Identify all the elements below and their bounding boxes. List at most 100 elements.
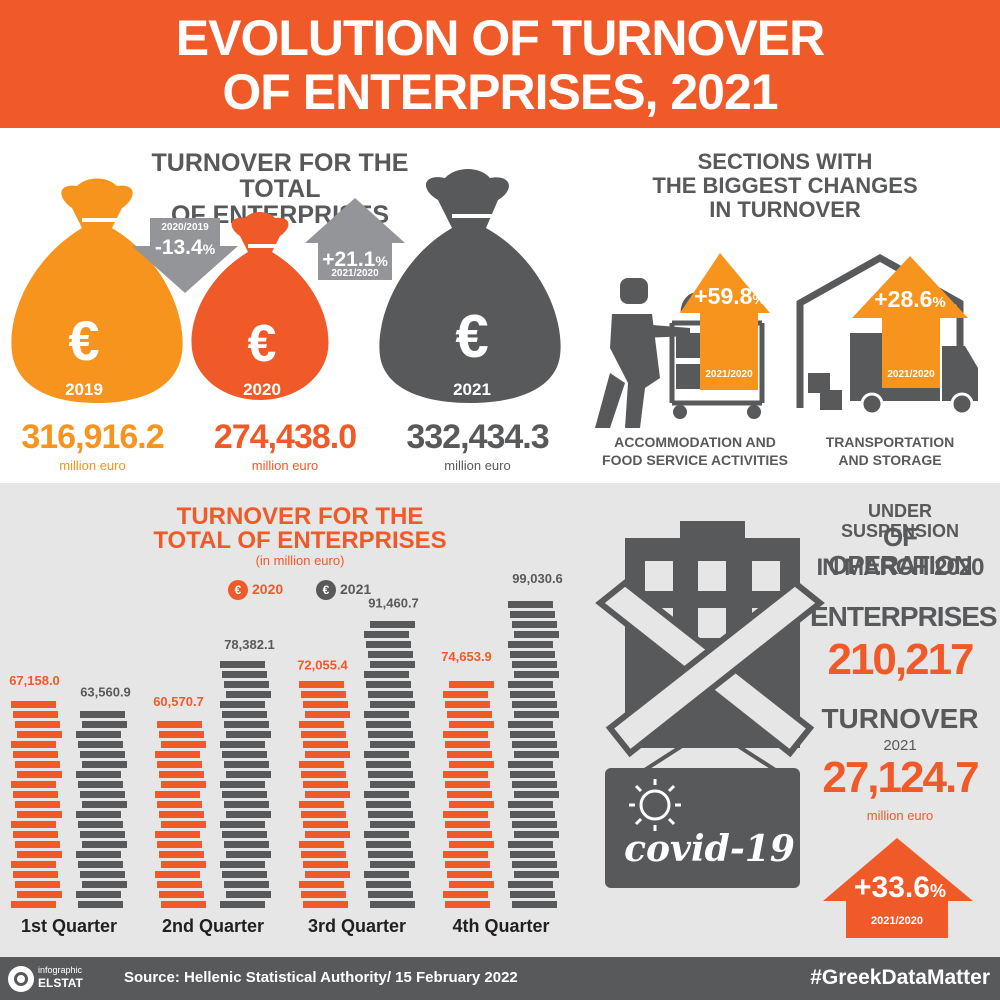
up-arrow-icon (823, 838, 973, 938)
bar-stripe (155, 791, 200, 798)
bar-stripe (80, 751, 125, 758)
bar-stripe (76, 891, 121, 898)
bar-stripe (368, 851, 413, 858)
bar-stripe (508, 841, 553, 848)
category-label-q3: 3rd Quarter (308, 916, 406, 936)
value-2019: 316,916.2 (21, 418, 164, 456)
page-title-line2: OF ENTERPRISES, 2021 (222, 64, 778, 120)
bar-stripe (76, 731, 121, 738)
bar-stripe (299, 801, 344, 808)
bar-stripe (449, 801, 494, 808)
wheel-icon (747, 405, 761, 419)
bar-stripe (514, 831, 559, 838)
bar-stripe (15, 801, 60, 808)
up-arrow-icon (305, 198, 405, 280)
unit-2021: million euro (444, 458, 511, 473)
bar-stripe (443, 731, 488, 738)
bar-stripe (368, 811, 413, 818)
bar-stripe (82, 761, 127, 768)
bar-stripe (303, 861, 348, 868)
bar-stripe (13, 711, 58, 718)
bar-stripe (445, 901, 490, 908)
bar-stripe (443, 691, 488, 698)
bar-stripe (364, 631, 409, 638)
covid-change-period: 2021/2020 (871, 915, 923, 927)
bar-stripe (508, 601, 553, 608)
bar-stripe (364, 791, 409, 798)
bar-stripe (510, 691, 555, 698)
bar-stripe (510, 611, 555, 618)
logo-text-elstat: ELSTAT (38, 976, 83, 990)
bar-stripe (13, 831, 58, 838)
chart-legend: € 2020 € 2021 (228, 579, 408, 601)
bar-stripe (220, 821, 265, 828)
data-label-2021-q2: 78,382.1 (224, 637, 275, 652)
bar-stripe (161, 901, 206, 908)
bar-stripe (78, 861, 123, 868)
box-icon (808, 373, 830, 393)
bar-stripe (220, 901, 265, 908)
bar-stripe (368, 651, 413, 658)
bag-year-2021: 2021 (453, 380, 491, 399)
bar-stripe (299, 841, 344, 848)
bar-stripe (301, 731, 346, 738)
bar-stripe (11, 901, 56, 908)
bar-stripe (305, 791, 350, 798)
bar-stripe (512, 781, 557, 788)
bar-stripe (445, 861, 490, 868)
trolley-drawer (676, 333, 702, 358)
bar-stripe (82, 721, 127, 728)
bar-stripe (82, 841, 127, 848)
bar-stripe (76, 811, 121, 818)
bar-stripe (508, 761, 553, 768)
sections-graphic (595, 253, 978, 428)
bar-stripe (157, 801, 202, 808)
bar-stripe (514, 671, 559, 678)
change2-period: 2021/2020 (331, 268, 379, 279)
footer: infographic ELSTAT Source: Hellenic Stat… (0, 957, 1000, 1000)
bar-stripe (15, 721, 60, 728)
euro-icon: € (228, 580, 248, 600)
cross-planks-icon (595, 579, 825, 758)
turnover-label: TURNOVER (821, 703, 979, 734)
data-label-2020-q3: 72,055.4 (297, 657, 348, 672)
bar-stripe (224, 881, 269, 888)
bar-stripe (368, 731, 413, 738)
bar-stripe (226, 771, 271, 778)
bar-stripe (443, 771, 488, 778)
data-label-2020-q4: 74,653.9 (441, 649, 492, 664)
bar-stripe (443, 851, 488, 858)
bar-stripe (303, 741, 348, 748)
bar-stripe (80, 711, 125, 718)
value-2020: 274,438.0 (213, 418, 357, 456)
euro-icon: € (247, 315, 277, 373)
bar-stripe (368, 771, 413, 778)
bar-stripe (370, 781, 415, 788)
down-arrow-icon (132, 218, 238, 293)
box-icon (820, 390, 842, 410)
quarters-title: TURNOVER FOR THE TOTAL OF ENTERPRISES (130, 505, 470, 553)
bar-stripe (78, 901, 123, 908)
bar-2021-q3 (364, 621, 415, 908)
bar-stripe (514, 751, 559, 758)
bar-stripe (305, 751, 350, 758)
bar-stripe (510, 651, 555, 658)
bar-stripe (514, 871, 559, 878)
bar-stripe (17, 891, 62, 898)
bar-stripe (447, 711, 492, 718)
covid-sign-text: covid-19 (624, 828, 795, 870)
bar-stripe (220, 701, 265, 708)
bar-stripe (222, 671, 267, 678)
bar-stripe (299, 761, 344, 768)
bar-stripe (305, 871, 350, 878)
bar-stripe (220, 741, 265, 748)
top-panel: TURNOVER FOR THE TOTAL OF ENTERPRISES € … (0, 128, 1000, 483)
bar-stripe (78, 741, 123, 748)
bar-stripe (17, 811, 62, 818)
bar-stripe (366, 721, 411, 728)
bar-stripe (514, 791, 559, 798)
bar-stripe (366, 841, 411, 848)
bar-stripe (514, 631, 559, 638)
bar-stripe (447, 751, 492, 758)
bar-stripe (512, 861, 557, 868)
